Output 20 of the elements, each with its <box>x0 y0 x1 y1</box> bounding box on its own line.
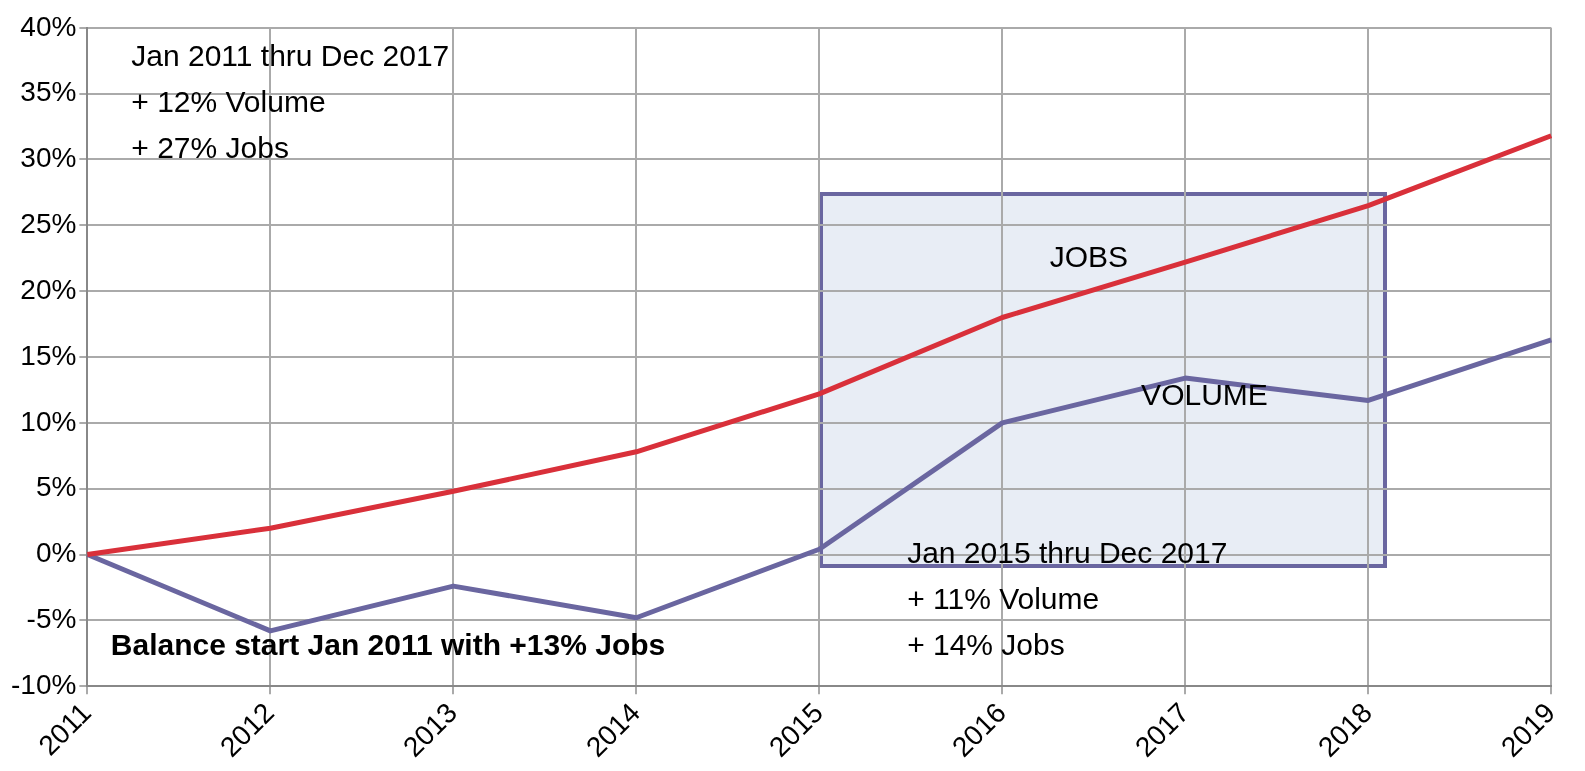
series-label: VOLUME <box>1141 377 1268 411</box>
annotation: Balance start Jan 2011 with +13% Jobs <box>110 627 666 661</box>
annotation: Jan 2011 thru Dec 2017 <box>131 38 450 72</box>
y-tick-label: 15% <box>20 339 77 371</box>
y-tick-label: 20% <box>20 273 77 305</box>
annotation: Jan 2015 thru Dec 2017 <box>907 535 1228 569</box>
y-tick-label: -10% <box>10 668 77 700</box>
y-tick-label: 25% <box>20 208 77 240</box>
y-tick-label: 0% <box>35 537 77 569</box>
y-tick-label: 40% <box>20 10 77 42</box>
annotation: + 14% Jobs <box>907 627 1065 661</box>
y-tick-label: 10% <box>20 405 77 437</box>
series-label: JOBS <box>1049 239 1128 273</box>
annotation: + 27% Jobs <box>131 130 289 164</box>
y-tick-label: 35% <box>20 76 77 108</box>
annotation: + 11% Volume <box>907 581 1100 615</box>
y-tick-label: 30% <box>20 142 77 174</box>
y-tick-label: 5% <box>35 471 77 503</box>
y-tick-label: -5% <box>26 603 77 635</box>
annotation: + 12% Volume <box>131 84 326 118</box>
